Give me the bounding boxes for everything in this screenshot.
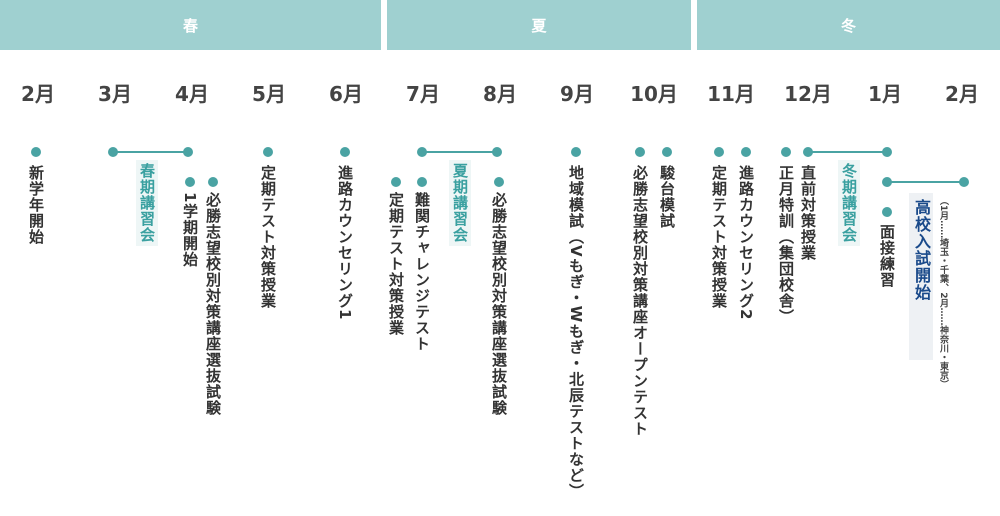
timeline-dot xyxy=(492,147,502,157)
event-challenge-test: 難関チャレンジテスト xyxy=(413,192,431,352)
event-test-prep-jul: 定期テスト対策授業 xyxy=(387,192,405,336)
event-final-prep: 直前対策授業 xyxy=(799,165,817,261)
timeline-dot xyxy=(391,177,401,187)
month-label: 11月 xyxy=(707,82,755,106)
timeline-dot xyxy=(662,147,672,157)
timeline-dot xyxy=(185,177,195,187)
month-label: 4月 xyxy=(175,82,209,106)
month-label: 10月 xyxy=(630,82,678,106)
winter-course-line xyxy=(808,151,888,153)
season-label: 春 xyxy=(182,16,198,35)
month-label: 8月 xyxy=(483,82,517,106)
event-spring-course: 春期講習会 xyxy=(136,160,158,246)
event-counseling-1: 進路カウンセリング1 xyxy=(336,165,354,321)
timeline-dot xyxy=(183,147,193,157)
event-regional-mock: 地域模試（Vもぎ・Wもぎ・北辰テストなど） xyxy=(567,165,585,500)
timeline-dot xyxy=(263,147,273,157)
timeline-dot xyxy=(882,147,892,157)
timeline-dot xyxy=(882,177,892,187)
month-label: 5月 xyxy=(252,82,286,106)
event-summer-course: 夏期講習会 xyxy=(449,160,471,246)
timeline-dot xyxy=(417,147,427,157)
timeline-dot xyxy=(494,177,504,187)
season-spring: 春 xyxy=(0,0,381,50)
month-label: 1月 xyxy=(868,82,902,106)
summer-course-line xyxy=(422,151,497,153)
exam-period-line xyxy=(887,181,964,183)
timeline-dot xyxy=(571,147,581,157)
timeline-dot xyxy=(959,177,969,187)
month-label: 2月 xyxy=(21,82,55,106)
timeline-dot xyxy=(340,147,350,157)
season-label: 夏 xyxy=(531,16,547,35)
month-label: 3月 xyxy=(98,82,132,106)
month-label: 7月 xyxy=(406,82,440,106)
timeline-dot xyxy=(803,147,813,157)
event-counseling-2: 進路カウンセリング2 xyxy=(737,165,755,321)
event-new-year-special: 正月特訓（集団校舎） xyxy=(777,165,795,325)
timeline-dot xyxy=(714,147,724,157)
season-label: 冬 xyxy=(840,16,856,35)
timeline-dot xyxy=(208,177,218,187)
spring-course-line xyxy=(113,151,188,153)
timeline-dot xyxy=(417,177,427,187)
timeline-dot xyxy=(635,147,645,157)
timeline-dot xyxy=(882,207,892,217)
timeline-dot xyxy=(108,147,118,157)
timeline-dot xyxy=(781,147,791,157)
event-interview-practice: 面接練習 xyxy=(878,224,896,288)
event-new-school-year: 新学年開始 xyxy=(27,165,45,245)
event-selection-exam-spring: 必勝志望校別対策講座選抜試験 xyxy=(204,192,222,416)
event-test-prep-nov: 定期テスト対策授業 xyxy=(710,165,728,309)
event-exam-start: 高校入試開始 xyxy=(909,193,933,360)
timeline-dot xyxy=(741,147,751,157)
event-exam-note: （1月……埼玉・千葉、2月……神奈川・東京） xyxy=(938,196,948,389)
event-first-term-start: 1学期開始 xyxy=(181,192,199,268)
timeline-dot xyxy=(31,147,41,157)
event-test-prep-may: 定期テスト対策授業 xyxy=(259,165,277,309)
event-sundai-mock: 駿台模試 xyxy=(658,165,676,229)
season-summer: 夏 xyxy=(387,0,691,50)
month-label: 9月 xyxy=(560,82,594,106)
month-label: 6月 xyxy=(329,82,363,106)
month-label: 12月 xyxy=(784,82,832,106)
month-label: 2月 xyxy=(945,82,979,106)
season-winter: 冬 xyxy=(697,0,1000,50)
event-selection-exam-summer: 必勝志望校別対策講座選抜試験 xyxy=(490,192,508,416)
event-open-test: 必勝志望校別対策講座オープンテスト xyxy=(631,165,649,437)
event-winter-course: 冬期講習会 xyxy=(838,160,860,246)
